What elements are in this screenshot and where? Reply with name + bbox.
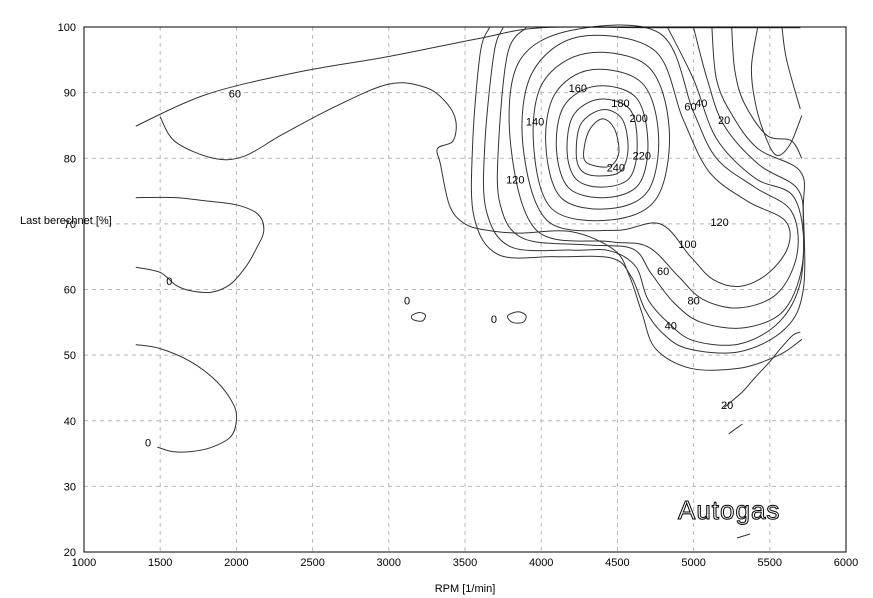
x-tick-label: 4500 bbox=[605, 557, 629, 569]
contour-label: 20 bbox=[718, 115, 730, 127]
x-tick-label: 2000 bbox=[224, 557, 248, 569]
y-tick-labels: 20 30 40 50 60 70 80 90 100 bbox=[58, 22, 76, 559]
contour-label: 140 bbox=[526, 117, 544, 129]
y-tick-label: 40 bbox=[64, 416, 76, 428]
contour-line-r9 bbox=[496, 27, 805, 329]
x-tick-label: 6000 bbox=[834, 557, 858, 569]
contour-line-0-left-low bbox=[135, 344, 238, 453]
contour-label: 220 bbox=[633, 151, 651, 163]
contour-line-r7 bbox=[521, 34, 791, 287]
x-tick-label: 5500 bbox=[758, 557, 782, 569]
contour-label: 180 bbox=[611, 98, 629, 110]
contour-label: 0 bbox=[491, 314, 497, 326]
y-tick-label: 100 bbox=[58, 22, 76, 34]
contour-label: 120 bbox=[506, 174, 524, 186]
contour-line-0-island-a bbox=[410, 311, 426, 322]
contour-line-r12 bbox=[731, 27, 803, 159]
small-mark bbox=[736, 533, 751, 539]
contour-line-boundary bbox=[135, 26, 801, 127]
contour-label: 40 bbox=[695, 98, 707, 110]
contour-line-r13 bbox=[750, 27, 803, 156]
contour-line-r10 bbox=[482, 27, 805, 346]
contour-line-r3 bbox=[566, 98, 638, 188]
contour-line-r2 bbox=[575, 109, 629, 177]
x-tick-label: 2500 bbox=[300, 557, 324, 569]
y-tick-label: 90 bbox=[64, 88, 76, 100]
contour-label: 0 bbox=[404, 296, 410, 308]
y-axis-title: Last berechnet [%] bbox=[20, 215, 112, 227]
y-tick-label: 70 bbox=[64, 219, 76, 231]
contour-line-0-island-b bbox=[507, 311, 527, 324]
x-tick-label: 3000 bbox=[377, 557, 401, 569]
contour-label: 160 bbox=[569, 83, 587, 95]
contour-label: 0 bbox=[166, 276, 172, 288]
contour-label: 200 bbox=[630, 113, 648, 125]
x-tick-label: 1000 bbox=[72, 557, 96, 569]
contour-line-r1 bbox=[583, 118, 620, 168]
x-axis-title: RPM [1/min] bbox=[435, 583, 496, 595]
y-tick-label: 60 bbox=[64, 285, 76, 297]
contour-line-r4 bbox=[555, 85, 649, 199]
contour-label: 60 bbox=[684, 101, 696, 113]
contour-line-r11 bbox=[470, 27, 806, 354]
contour-label: 80 bbox=[687, 296, 699, 308]
contour-label: 20 bbox=[721, 400, 733, 412]
contour-label: 0 bbox=[145, 437, 151, 449]
contour-line-r8 bbox=[508, 24, 799, 309]
contour-line-0-left-mid bbox=[135, 196, 265, 294]
contour-label: 60 bbox=[229, 88, 241, 100]
contour-line-r14 bbox=[781, 27, 801, 110]
y-tick-label: 20 bbox=[64, 547, 76, 559]
contour-line-60-left bbox=[159, 82, 803, 371]
contour-labels: 6000001601802001402202401206040201201006… bbox=[145, 83, 733, 449]
contour-lines bbox=[135, 24, 806, 453]
contour-label: 100 bbox=[678, 239, 696, 251]
x-tick-label: 5000 bbox=[681, 557, 705, 569]
contour-label: 60 bbox=[657, 266, 669, 278]
plot-frame bbox=[83, 26, 847, 553]
y-tick-label: 30 bbox=[64, 481, 76, 493]
grid-lines bbox=[84, 27, 846, 552]
contour-label: 240 bbox=[607, 162, 625, 174]
contour-line-r5 bbox=[545, 68, 660, 210]
x-tick-label: 3500 bbox=[453, 557, 477, 569]
contour-label: 40 bbox=[665, 321, 677, 333]
contour-line-20-right bbox=[723, 331, 801, 408]
contour-line-r6 bbox=[532, 51, 670, 222]
autogas-watermark: Autogas bbox=[678, 495, 780, 525]
contour-label: 120 bbox=[710, 217, 728, 229]
contour-line-r15 bbox=[728, 423, 743, 435]
x-tick-labels: 1000 1500 2000 2500 3000 3500 4000 4500 5000 5500… bbox=[72, 557, 858, 569]
y-tick-label: 50 bbox=[64, 350, 76, 362]
x-tick-label: 1500 bbox=[148, 557, 172, 569]
x-tick-label: 4000 bbox=[529, 557, 553, 569]
y-tick-label: 80 bbox=[64, 153, 76, 165]
